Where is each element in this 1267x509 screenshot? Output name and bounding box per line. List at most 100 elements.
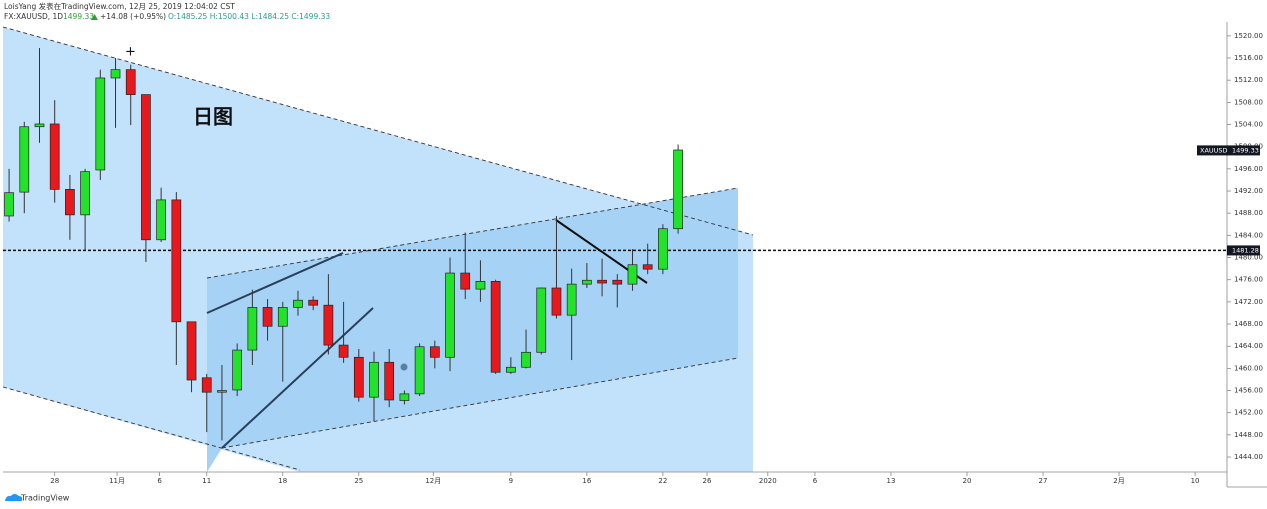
x-tick-label: 22 — [658, 477, 667, 485]
y-tick-label: 1444.00 — [1234, 453, 1263, 461]
y-tick-label: 1504.00 — [1234, 121, 1263, 129]
candle-body — [642, 264, 653, 270]
channel-fill-inner — [207, 188, 738, 472]
price-label-name: XAUUSD — [1200, 146, 1228, 154]
y-tick-label: 1480.00 — [1234, 254, 1263, 262]
y-tick-label: 1460.00 — [1234, 364, 1263, 372]
candle-body — [217, 390, 227, 393]
x-tick-label: 12月 — [425, 477, 441, 485]
y-tick-label: 1516.00 — [1234, 54, 1263, 62]
symbol: FX:XAUUSD, 1D — [4, 12, 63, 21]
candle-body — [536, 287, 547, 353]
up-arrow — [91, 14, 98, 20]
y-tick-label: 1476.00 — [1234, 276, 1263, 284]
x-tick-label: 6 — [813, 477, 818, 485]
annotation: 日图 — [193, 105, 233, 129]
candle-body — [353, 356, 364, 398]
candle-body — [460, 272, 471, 290]
candle-body — [673, 149, 683, 230]
candle-body — [429, 346, 440, 358]
change: +14.08 (+0.95%) — [100, 12, 166, 21]
candle-body — [125, 69, 136, 95]
y-tick-label: 1496.00 — [1234, 165, 1263, 173]
cross-marker: + — [125, 45, 136, 60]
x-tick-label: 13 — [887, 477, 896, 485]
footer-brand: TradingView — [20, 494, 70, 503]
y-tick-label: 1488.00 — [1234, 209, 1263, 217]
candle-body — [521, 351, 531, 368]
price-label-value: 1499.33 — [1232, 146, 1259, 154]
y-tick-label: 1464.00 — [1234, 342, 1263, 350]
candle-body — [141, 94, 151, 241]
trend-line — [2, 386, 301, 471]
x-tick-label: 27 — [1039, 477, 1048, 485]
candle-body — [186, 321, 197, 381]
trend-line — [2, 26, 754, 236]
ohlc: O:1485.25 H:1500.43 L:1484.25 C:1499.33 — [168, 12, 330, 21]
candle-body — [171, 199, 182, 323]
candle-body — [658, 228, 668, 270]
candle-body — [95, 77, 106, 171]
x-tick-label: 20 — [963, 477, 972, 485]
x-tick-label: 11月 — [109, 477, 125, 485]
y-tick-label: 1468.00 — [1234, 320, 1263, 328]
x-tick-label: 16 — [582, 477, 591, 485]
candle-body — [262, 307, 273, 327]
candle-body — [490, 281, 501, 373]
candle-body — [323, 304, 334, 346]
price-level-label: 1481.28 — [1232, 246, 1259, 254]
candle-body — [65, 189, 75, 216]
candle-body — [384, 361, 395, 401]
candle-body — [597, 279, 607, 284]
trend-line — [221, 307, 374, 449]
channel-lines — [2, 26, 754, 471]
candle-body — [277, 307, 288, 327]
trend-line — [206, 187, 739, 279]
x-tick-label: 2月 — [1113, 477, 1124, 485]
candle-body — [308, 299, 319, 306]
candle-body — [49, 123, 60, 190]
y-tick-label: 1492.00 — [1234, 187, 1263, 195]
candle-body — [338, 344, 349, 358]
candle-body — [582, 279, 592, 285]
y-tick-label: 1508.00 — [1234, 98, 1263, 106]
y-tick-label: 1512.00 — [1234, 76, 1263, 84]
candle-body — [247, 307, 258, 351]
candle-body — [19, 126, 30, 193]
candle-body — [293, 299, 303, 308]
x-tick-label: 2020 — [759, 477, 777, 485]
x-tick-label: 11 — [202, 477, 211, 485]
last-price: 1499.33 — [63, 12, 94, 21]
candle-body — [445, 272, 455, 358]
candle-body — [627, 264, 638, 285]
y-tick-label: 1520.00 — [1234, 32, 1263, 40]
x-tick-label: 9 — [509, 477, 513, 485]
price-label-box — [1197, 145, 1260, 156]
y-tick-label: 1472.00 — [1234, 298, 1263, 306]
price-level-box — [1227, 245, 1260, 256]
candle-body — [201, 377, 212, 393]
x-tick-label: 25 — [354, 477, 363, 485]
trend-line — [206, 252, 344, 314]
candle-body — [612, 279, 623, 285]
logo-icon — [5, 494, 23, 501]
y-tick-label: 1484.00 — [1234, 231, 1263, 239]
candle-body — [475, 281, 486, 290]
x-tick-label: 18 — [278, 477, 287, 485]
dot-marker — [400, 363, 408, 371]
x-tick-label: 26 — [703, 477, 712, 485]
y-tick-label: 1456.00 — [1234, 387, 1263, 395]
candle-body — [505, 366, 516, 373]
candle-body — [156, 199, 166, 241]
candle-body — [4, 192, 14, 217]
x-tick-label: 6 — [157, 477, 162, 485]
candle-body — [566, 283, 577, 316]
candle-body — [414, 346, 425, 395]
trend-line — [221, 357, 739, 449]
candle-body — [110, 69, 121, 79]
candle-body — [551, 287, 562, 316]
candle-body — [369, 361, 379, 398]
x-tick-label: 10 — [1191, 477, 1200, 485]
candle-body — [34, 123, 45, 128]
